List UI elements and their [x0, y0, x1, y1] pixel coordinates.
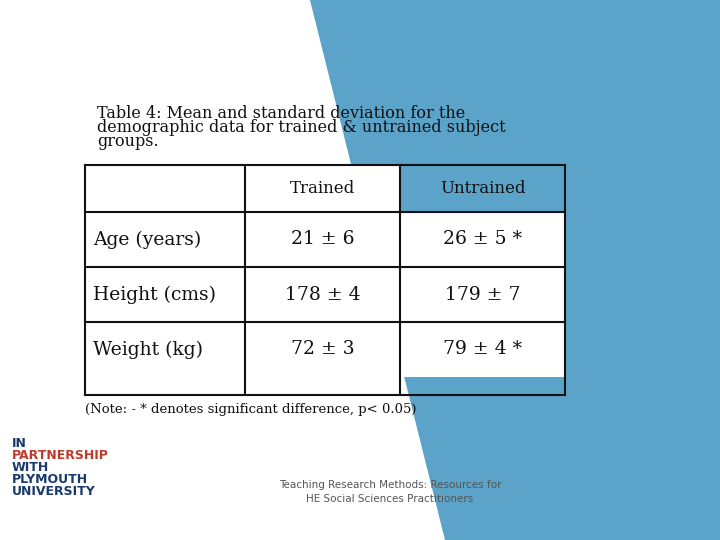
Text: groups.: groups.	[97, 133, 158, 150]
Bar	[85, 267, 245, 322]
Bar	[245, 165, 400, 212]
Text: IN: IN	[12, 437, 27, 450]
Text: (Note: - * denotes significant difference, p< 0.05): (Note: - * denotes significant differenc…	[85, 403, 416, 416]
Bar	[85, 212, 245, 267]
Bar	[400, 165, 565, 212]
Text: Table 4: Mean and standard deviation for the: Table 4: Mean and standard deviation for…	[97, 105, 465, 122]
Bar	[245, 212, 400, 267]
Text: 21 ± 6: 21 ± 6	[291, 231, 354, 248]
Bar	[85, 165, 245, 212]
Text: 179 ± 7: 179 ± 7	[445, 286, 521, 303]
Bar	[400, 322, 565, 377]
Text: Height (cms): Height (cms)	[93, 285, 216, 303]
Text: Untrained: Untrained	[440, 180, 526, 197]
Bar	[400, 212, 565, 267]
Text: Weight (kg): Weight (kg)	[93, 340, 203, 359]
Text: 178 ± 4: 178 ± 4	[284, 286, 360, 303]
Text: PARTNERSHIP: PARTNERSHIP	[12, 449, 109, 462]
Bar	[245, 322, 400, 377]
Text: demographic data for trained & untrained subject: demographic data for trained & untrained…	[97, 119, 505, 136]
Text: 26 ± 5 *: 26 ± 5 *	[443, 231, 522, 248]
Text: UNIVERSITY: UNIVERSITY	[12, 485, 96, 498]
Text: WITH: WITH	[12, 461, 49, 474]
Text: Age (years): Age (years)	[93, 231, 202, 248]
Bar	[85, 322, 245, 377]
Bar	[245, 267, 400, 322]
Text: Teaching Research Methods: Resources for
HE Social Sciences Practitioners: Teaching Research Methods: Resources for…	[279, 481, 501, 504]
Text: 79 ± 4 *: 79 ± 4 *	[443, 341, 522, 359]
Text: Trained: Trained	[290, 180, 355, 197]
Bar	[400, 267, 565, 322]
Text: 72 ± 3: 72 ± 3	[291, 341, 354, 359]
Text: PLYMOUTH: PLYMOUTH	[12, 473, 88, 486]
Polygon shape	[310, 0, 720, 540]
